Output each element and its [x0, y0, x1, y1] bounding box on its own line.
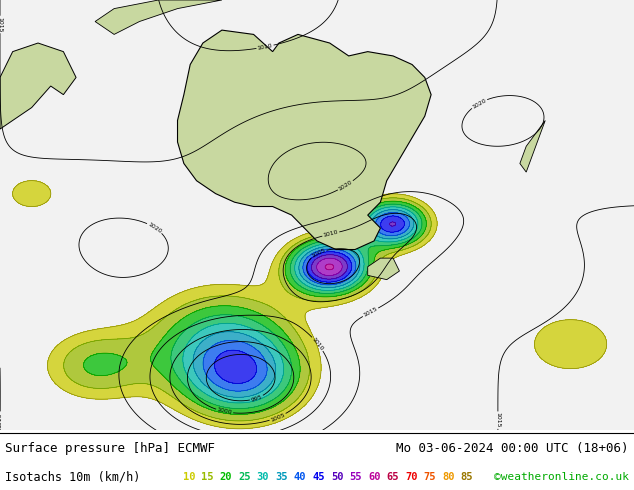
Text: Mo 03-06-2024 00:00 UTC (18+06): Mo 03-06-2024 00:00 UTC (18+06) — [396, 441, 629, 455]
Polygon shape — [520, 121, 545, 172]
Text: 40: 40 — [294, 472, 306, 482]
Text: 1015: 1015 — [0, 17, 3, 32]
Polygon shape — [368, 258, 399, 280]
Text: 1005: 1005 — [269, 412, 286, 422]
Text: 1020: 1020 — [337, 179, 354, 192]
Text: 1015: 1015 — [0, 413, 3, 428]
Text: 1020: 1020 — [471, 98, 488, 109]
Text: 1000: 1000 — [216, 408, 233, 416]
Text: 50: 50 — [331, 472, 344, 482]
Text: 35: 35 — [275, 472, 288, 482]
Text: 1010: 1010 — [323, 230, 339, 238]
Text: 25: 25 — [238, 472, 250, 482]
Text: ©weatheronline.co.uk: ©weatheronline.co.uk — [494, 472, 629, 482]
Text: 65: 65 — [387, 472, 399, 482]
Text: Surface pressure [hPa] ECMWF: Surface pressure [hPa] ECMWF — [5, 441, 215, 455]
Text: 1020: 1020 — [147, 221, 163, 234]
Text: 90: 90 — [479, 472, 491, 482]
Polygon shape — [0, 43, 76, 129]
Polygon shape — [178, 30, 431, 249]
Text: 85: 85 — [461, 472, 473, 482]
Text: 1015: 1015 — [495, 413, 500, 428]
Text: 45: 45 — [313, 472, 325, 482]
Text: 995: 995 — [250, 394, 263, 402]
Text: 10: 10 — [183, 472, 195, 482]
Polygon shape — [95, 0, 222, 34]
Text: 15: 15 — [201, 472, 214, 482]
Text: 80: 80 — [442, 472, 455, 482]
Text: 1010: 1010 — [257, 43, 273, 51]
Text: 60: 60 — [368, 472, 380, 482]
Text: 1015: 1015 — [363, 306, 378, 318]
Text: 30: 30 — [257, 472, 269, 482]
Text: 70: 70 — [405, 472, 418, 482]
Text: 55: 55 — [349, 472, 362, 482]
Text: 1005: 1005 — [310, 247, 327, 259]
Text: 20: 20 — [219, 472, 232, 482]
Text: 75: 75 — [424, 472, 436, 482]
Text: Isotachs 10m (km/h): Isotachs 10m (km/h) — [5, 470, 141, 483]
Text: 1010: 1010 — [311, 336, 325, 351]
